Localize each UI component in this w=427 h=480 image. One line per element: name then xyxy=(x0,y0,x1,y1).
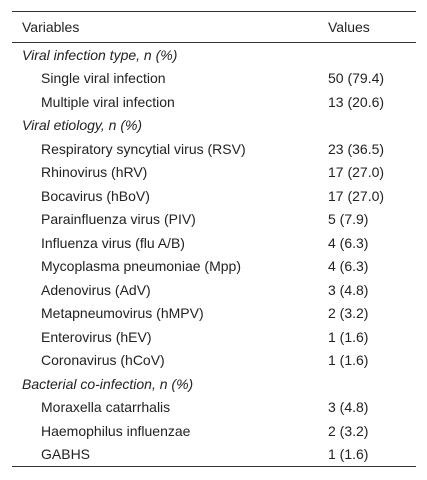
value-cell: 50 (79.4) xyxy=(328,70,385,87)
variable-cell: Coronavirus (hCoV) xyxy=(41,352,165,369)
variable-cell: Haemophilus influenzae xyxy=(41,422,191,439)
data-row: Multiple viral infection 13 (20.6) xyxy=(12,90,416,114)
value-cell: 3 (4.8) xyxy=(328,399,369,416)
variable-cell: Influenza virus (flu A/B) xyxy=(41,234,185,251)
variable-cell: Parainfluenza virus (PIV) xyxy=(41,211,196,228)
variable-cell: GABHS xyxy=(41,446,91,463)
section-title: Viral etiology, n (%) xyxy=(22,117,143,134)
data-row: Adenovirus (AdV) 3 (4.8) xyxy=(12,278,416,302)
section-title: Bacterial co-infection, n (%) xyxy=(22,375,194,392)
column-header: Values xyxy=(318,11,416,43)
data-row: Haemophilus influenzae 2 (3.2) xyxy=(12,419,416,443)
header-row: Variables Values xyxy=(12,11,416,43)
section-row: Viral etiology, n (%) xyxy=(12,114,416,138)
section-row: Viral infection type, n (%) xyxy=(12,43,416,67)
value-cell: 2 (3.2) xyxy=(328,305,369,322)
data-row: Bocavirus (hBoV) 17 (27.0) xyxy=(12,184,416,208)
variable-cell: Multiple viral infection xyxy=(41,93,175,110)
variable-cell: Adenovirus (AdV) xyxy=(41,281,151,298)
value-cell: 4 (6.3) xyxy=(328,258,369,275)
column-header: Variables xyxy=(12,11,318,43)
variable-cell: Single viral infection xyxy=(41,70,166,87)
value-cell: 17 (27.0) xyxy=(328,187,385,204)
value-cell: 1 (1.6) xyxy=(328,446,369,463)
table-body: Viral infection type, n (%) Single viral … xyxy=(12,43,416,467)
data-row: Rhinovirus (hRV) 17 (27.0) xyxy=(12,161,416,185)
value-cell: 17 (27.0) xyxy=(328,164,385,181)
data-row: Mycoplasma pneumoniae (Mpp) 4 (6.3) xyxy=(12,255,416,279)
value-cell: 1 (1.6) xyxy=(328,352,369,369)
table-head: Variables Values xyxy=(12,11,416,43)
variable-cell: Respiratory syncytial virus (RSV) xyxy=(41,140,246,157)
data-row: Influenza virus (flu A/B) 4 (6.3) xyxy=(12,231,416,255)
data-row: Moraxella catarrhalis 3 (4.8) xyxy=(12,396,416,420)
data-row: Parainfluenza virus (PIV) 5 (7.9) xyxy=(12,208,416,232)
data-row: Coronavirus (hCoV) 1 (1.6) xyxy=(12,349,416,373)
variable-cell: Rhinovirus (hRV) xyxy=(41,164,148,181)
value-cell: 5 (7.9) xyxy=(328,211,369,228)
variable-cell: Bocavirus (hBoV) xyxy=(41,187,150,204)
value-cell: 3 (4.8) xyxy=(328,281,369,298)
variable-cell: Metapneumovirus (hMPV) xyxy=(41,305,204,322)
data-row: Respiratory syncytial virus (RSV) 23 (36.… xyxy=(12,137,416,161)
data-row: Single viral infection 50 (79.4) xyxy=(12,67,416,91)
data-row: Enterovirus (hEV) 1 (1.6) xyxy=(12,325,416,349)
value-cell: 4 (6.3) xyxy=(328,234,369,251)
variable-cell: Mycoplasma pneumoniae (Mpp) xyxy=(41,258,241,275)
value-cell: 1 (1.6) xyxy=(328,328,369,345)
data-table: Variables Values Viral infection type, n… xyxy=(12,11,416,467)
data-row: Metapneumovirus (hMPV) 2 (3.2) xyxy=(12,302,416,326)
value-cell: 23 (36.5) xyxy=(328,140,385,157)
data-row: GABHS 1 (1.6) xyxy=(12,443,416,467)
section-title: Viral infection type, n (%) xyxy=(22,46,178,63)
variable-cell: Moraxella catarrhalis xyxy=(41,399,171,416)
variable-cell: Enterovirus (hEV) xyxy=(41,328,152,345)
section-row: Bacterial co-infection, n (%) xyxy=(12,372,416,396)
value-cell: 13 (20.6) xyxy=(328,93,385,110)
value-cell: 2 (3.2) xyxy=(328,422,369,439)
